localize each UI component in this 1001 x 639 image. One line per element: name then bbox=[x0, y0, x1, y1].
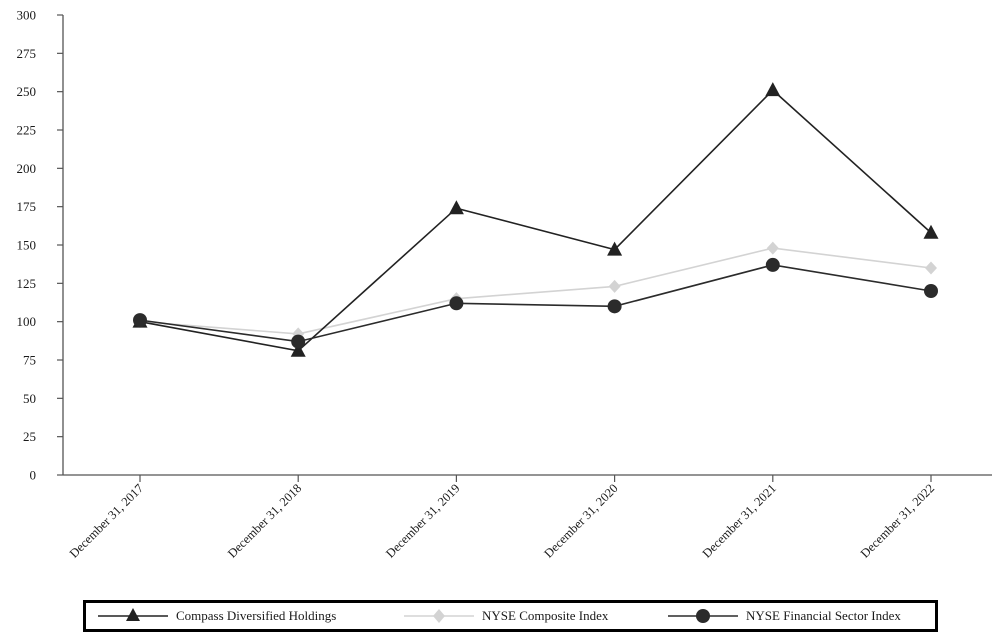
chart-axes: 0 25 50 75 100 125 150 175 200 225 250 275 300 Decemb… bbox=[17, 8, 992, 561]
series-line-1 bbox=[139, 247, 932, 335]
data-point-triangle bbox=[923, 224, 939, 239]
legend-item-0: Compass Diversified Holdings bbox=[96, 603, 336, 629]
y-tick-label: 25 bbox=[23, 429, 36, 444]
x-tick-label: December 31, 2018 bbox=[225, 481, 304, 560]
x-tick-label: December 31, 2017 bbox=[67, 481, 146, 560]
line-chart: 0 25 50 75 100 125 150 175 200 225 250 275 300 Decemb… bbox=[17, 8, 992, 561]
data-point-diamond bbox=[766, 241, 779, 255]
y-tick-label: 300 bbox=[17, 8, 37, 23]
data-point-circle bbox=[449, 296, 464, 311]
y-tick-label: 75 bbox=[23, 353, 36, 368]
data-point-triangle bbox=[607, 241, 623, 256]
legend-swatch-2 bbox=[668, 609, 738, 623]
series-line-0 bbox=[139, 89, 932, 352]
x-tick-label: December 31, 2019 bbox=[383, 481, 462, 560]
data-point-circle bbox=[133, 313, 147, 328]
y-tick-label: 250 bbox=[17, 84, 37, 99]
legend-item-1: NYSE Composite Index bbox=[402, 603, 608, 629]
y-tick-label: 225 bbox=[17, 123, 37, 138]
data-point-circle bbox=[924, 284, 938, 298]
data-point-diamond bbox=[608, 279, 621, 293]
y-tick-label: 100 bbox=[17, 314, 37, 329]
x-tick-label: December 31, 2021 bbox=[700, 481, 779, 560]
y-tick-label: 200 bbox=[17, 161, 37, 176]
data-point-circle bbox=[607, 299, 622, 314]
legend-item-2: NYSE Financial Sector Index bbox=[666, 603, 901, 629]
legend-label-0: Compass Diversified Holdings bbox=[176, 608, 337, 623]
chart-legend: Compass Diversified Holdings NYSE Compos… bbox=[83, 600, 938, 632]
y-tick-label: 50 bbox=[23, 391, 36, 406]
series-line-2 bbox=[139, 264, 932, 343]
legend-label-2: NYSE Financial Sector Index bbox=[746, 608, 901, 623]
data-point-diamond bbox=[925, 261, 937, 275]
y-tick-label: 150 bbox=[17, 238, 37, 253]
x-tick-label: December 31, 2022 bbox=[858, 481, 937, 560]
y-tick-label: 175 bbox=[17, 199, 37, 214]
y-tick-label: 0 bbox=[30, 468, 37, 483]
data-point-triangle bbox=[290, 342, 306, 357]
legend-label-1: NYSE Composite Index bbox=[482, 608, 609, 623]
y-tick-label: 125 bbox=[17, 276, 37, 291]
legend-swatch-1 bbox=[404, 609, 474, 623]
chart-series bbox=[132, 82, 939, 357]
data-point-triangle bbox=[765, 82, 781, 97]
y-tick-label: 275 bbox=[17, 46, 37, 61]
x-tick-label: December 31, 2020 bbox=[541, 481, 620, 560]
legend-swatch-0 bbox=[98, 608, 168, 621]
data-point-circle bbox=[765, 257, 780, 272]
data-point-triangle bbox=[448, 200, 464, 215]
data-point-circle bbox=[291, 334, 306, 349]
